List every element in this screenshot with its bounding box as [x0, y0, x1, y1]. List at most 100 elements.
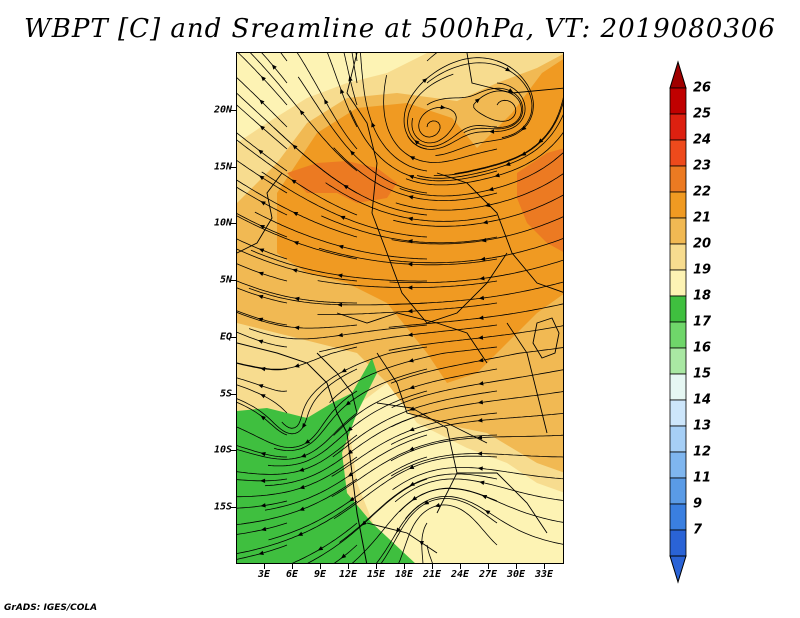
streamline-arrowhead [294, 296, 300, 302]
streamline-arrowhead [260, 201, 266, 206]
streamline-arrowhead [297, 531, 304, 536]
streamline-arrowhead [347, 426, 353, 432]
lon-tick [516, 564, 517, 569]
streamline [237, 500, 288, 509]
streamline-arrowhead [298, 467, 305, 472]
wbpt-region-22-23 [287, 161, 397, 203]
streamline-arrowhead [407, 239, 413, 244]
streamline [411, 106, 457, 144]
streamline [237, 213, 288, 238]
colorbar-label: 17 [693, 314, 712, 330]
streamline [391, 216, 563, 245]
streamline-arrowhead [407, 285, 413, 290]
streamline-arrowhead [409, 427, 415, 432]
lon-label-3e: 3E [257, 569, 271, 580]
streamline-arrowhead [258, 271, 264, 276]
streamline [454, 97, 563, 174]
streamline [416, 114, 563, 179]
streamline [405, 132, 563, 186]
wbpt-region-18-19-south [347, 383, 563, 563]
colorbar-label: 24 [693, 132, 712, 148]
lon-tick [320, 564, 321, 569]
streamline-arrowhead [348, 75, 353, 82]
colorbar-label: 25 [693, 106, 712, 122]
lat-label-5n: 5N [219, 274, 232, 286]
streamline [237, 456, 358, 498]
streamline-arrowhead [411, 495, 418, 501]
streamline [355, 53, 358, 62]
streamline [237, 215, 358, 260]
streamline [248, 324, 428, 340]
colorbar-label: 23 [693, 158, 712, 174]
lon-label-21e: 21E [422, 569, 442, 580]
streamline-arrowhead [361, 520, 367, 526]
lat-tick [231, 507, 236, 508]
streamline [426, 544, 433, 563]
streamline-arrowhead [477, 451, 483, 456]
streamline-arrowhead [477, 335, 484, 340]
streamline [405, 495, 563, 545]
streamline-arrowhead [260, 478, 266, 484]
wbpt-region-22-23-east [517, 148, 563, 252]
streamline-arrowhead [408, 358, 414, 363]
colorbar-label: 7 [693, 522, 703, 538]
colorbar-label: 20 [693, 236, 712, 252]
colorbar-label: 9 [693, 496, 703, 512]
streamline-arrowhead [292, 144, 298, 150]
streamline-arrowhead [258, 550, 264, 556]
country-borders [237, 53, 563, 554]
streamline-arrowhead [481, 238, 487, 243]
streamline [273, 368, 428, 452]
streamline-arrowhead [478, 295, 485, 301]
lat-label-20n: 20N [213, 104, 232, 116]
streamline-arrowhead [294, 363, 300, 368]
colorbar-swatch [669, 347, 687, 375]
wbpt-region-18-19-north [237, 53, 427, 143]
colorbar-swatch [669, 87, 687, 115]
streamline-arrowhead [260, 394, 266, 399]
streamline [351, 53, 358, 84]
streamline [319, 324, 498, 353]
wbpt-region-17-18 [237, 358, 415, 563]
streamline [426, 87, 524, 133]
streamline-arrowhead [477, 435, 483, 440]
streamline-arrowhead [260, 526, 267, 532]
colorbar-bottom-arrow [669, 555, 687, 584]
colorbar-swatch [669, 425, 687, 453]
streamline-arrowhead [337, 302, 343, 307]
streamline-arrowhead [482, 219, 488, 225]
colorbar-label: 14 [693, 392, 712, 408]
streamline-arrowhead [505, 67, 511, 72]
streamline [473, 90, 522, 128]
streamline [407, 73, 498, 147]
streamline [237, 179, 358, 238]
streamline-arrowhead [419, 541, 424, 547]
lon-tick [264, 564, 265, 569]
streamline-arrowhead [343, 184, 349, 190]
lon-tick [292, 564, 293, 569]
streamline-arrowhead [407, 332, 413, 337]
streamline [390, 347, 563, 384]
streamline-arrowhead [409, 384, 415, 390]
streamline [390, 412, 563, 445]
streamline-arrowhead [260, 415, 266, 421]
streamline [392, 467, 563, 491]
streamline [390, 238, 563, 264]
lat-tick [231, 167, 236, 168]
streamline-arrowhead [257, 339, 264, 344]
colorbar-swatch [669, 165, 687, 193]
colorbar-label: 12 [693, 444, 712, 460]
streamline [280, 53, 288, 62]
streamline-arrowhead [478, 357, 484, 363]
streamline-arrowhead [440, 105, 446, 110]
streamline-arrowhead [257, 384, 264, 389]
streamline-arrowhead [299, 109, 305, 116]
streamline-arrowhead [260, 75, 266, 82]
colorbar-swatch [669, 191, 687, 219]
streamline-arrowhead [479, 480, 485, 485]
streamline [426, 62, 533, 139]
streamline-arrowhead [350, 150, 356, 156]
streamline [237, 522, 288, 535]
streamline-arrowhead [488, 186, 494, 192]
streamline-arrowhead [408, 464, 415, 469]
